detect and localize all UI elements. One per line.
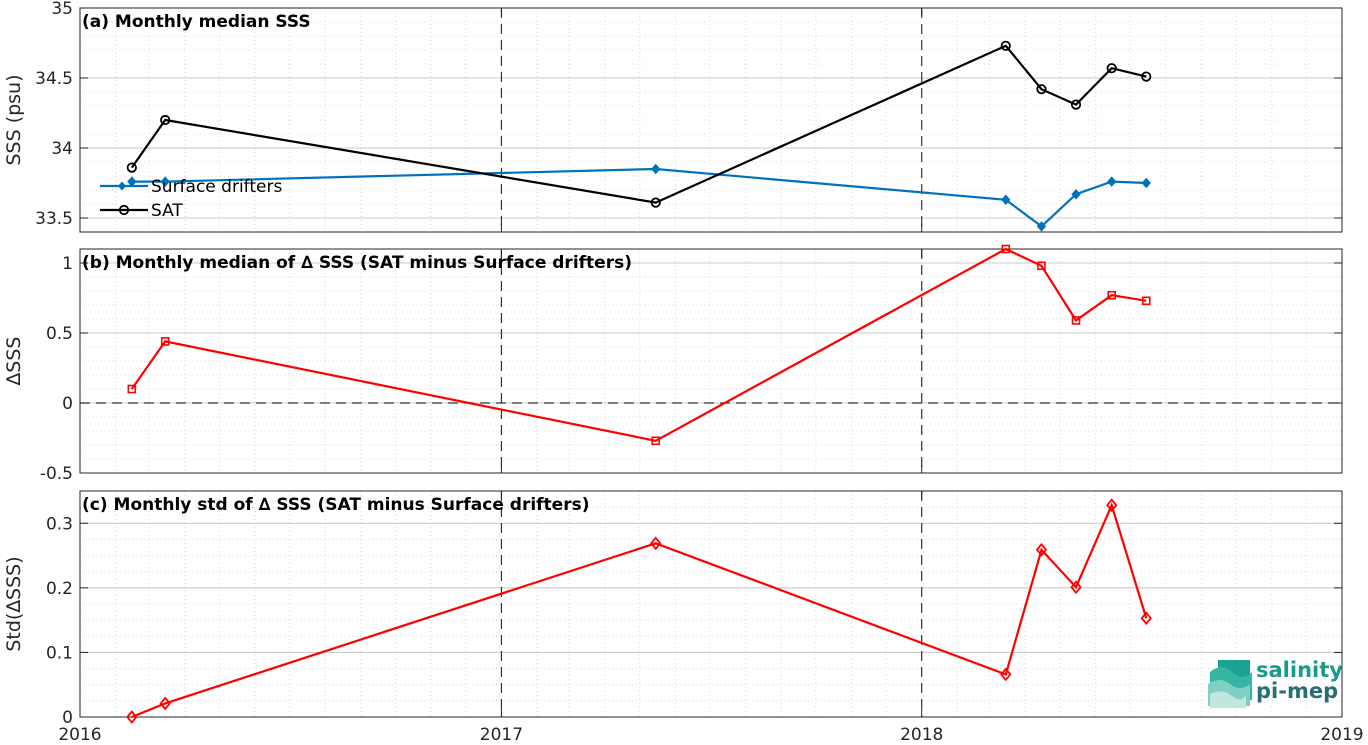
y-tick-label: 0.1: [46, 643, 73, 663]
series-1: [126, 40, 1152, 208]
panel-title: (a) Monthly median SSS: [82, 12, 311, 32]
x-tick-label: 2019: [1320, 725, 1363, 745]
data-point: [1106, 63, 1117, 74]
data-point: [1070, 99, 1082, 110]
panel-2: 0 0.1 0.2 0.3 2016 2017 2018 2019 Std(∆SSS) (c) M…: [3, 490, 1364, 745]
panel-1: -0.5 0 0.5 1 ∆SSS (b) Monthly median of ∆ SSS…: [3, 244, 1343, 484]
series-0: [127, 244, 1151, 446]
data-point: [1140, 611, 1152, 626]
data-point: [1036, 221, 1047, 232]
y-tick-label: 0.5: [46, 324, 73, 344]
data-point: [1037, 261, 1046, 271]
data-point: [1141, 71, 1152, 82]
logo-line-1: salinity: [1256, 658, 1343, 682]
panel-0: 33.5 34 34.5 35 SSS (psu) (a) Monthly median …: [3, 0, 1343, 233]
series-line: [131, 167, 1147, 228]
data-point: [1141, 177, 1151, 189]
data-point: [650, 197, 661, 208]
data-point: [1107, 290, 1117, 300]
data-point: [127, 176, 137, 187]
axes-box: [79, 7, 1343, 233]
axes-box: [79, 490, 1343, 718]
data-point: [650, 536, 662, 551]
x-tick-label: 2016: [58, 725, 101, 745]
data-point: [1141, 296, 1151, 306]
data-point: [126, 710, 138, 724]
x-tick-label: 2018: [900, 725, 943, 745]
data-point: [1106, 498, 1118, 513]
legend-label: SAT: [151, 201, 183, 221]
y-tick-label: 35: [51, 0, 73, 19]
y-tick-label: 0.3: [46, 514, 73, 534]
data-point: [1000, 40, 1011, 51]
y-tick-label: -0.5: [40, 464, 73, 484]
data-point: [1001, 244, 1011, 254]
y-tick-label: 1: [62, 254, 73, 274]
y-tick-label: 33.5: [35, 209, 73, 229]
data-point: [1036, 84, 1047, 95]
y-tick-label: 0.2: [46, 579, 73, 599]
y-tick-label: 34.5: [35, 69, 73, 89]
data-point: [1071, 316, 1081, 325]
data-point: [160, 176, 170, 187]
legend: Surface drifters SAT: [100, 177, 282, 221]
axes-box: [79, 248, 1343, 474]
y-axis-label: Std(∆SSS): [3, 556, 25, 651]
data-point: [1035, 542, 1048, 557]
series-line: [131, 502, 1148, 719]
data-point: [1071, 188, 1081, 200]
y-tick-label: 34: [51, 139, 73, 159]
data-point: [127, 384, 137, 394]
data-point: [126, 162, 137, 173]
y-tick-label: 0: [62, 394, 73, 414]
x-tick-label: 2017: [480, 725, 523, 745]
data-point: [159, 696, 171, 711]
logo-wave-icon: [1208, 660, 1252, 708]
logo-line-2: pi-mep: [1256, 679, 1338, 703]
legend-label: Surface drifters: [151, 177, 282, 197]
series-line: [130, 44, 1147, 204]
data-point: [651, 163, 661, 175]
series-0: [127, 163, 1151, 232]
salinity-pi-mep-logo: salinity pi-mep: [1208, 658, 1343, 708]
y-axis-label: ∆SSS: [3, 337, 25, 387]
data-point: [1001, 194, 1011, 206]
y-tick-label: 0: [62, 708, 73, 728]
data-point: [160, 337, 170, 346]
panels: 33.5 34 34.5 35 SSS (psu) (a) Monthly median …: [3, 0, 1364, 745]
data-point: [1107, 176, 1117, 187]
panel-title: (b) Monthly median of ∆ SSS (SAT minus S…: [82, 253, 632, 273]
series-line: [130, 247, 1147, 442]
series-0: [126, 498, 1152, 724]
panel-title: (c) Monthly std of ∆ SSS (SAT minus Surf…: [82, 495, 589, 515]
legend-marker: [118, 181, 126, 191]
data-point: [1000, 667, 1012, 682]
data-point: [1070, 580, 1082, 595]
data-point: [651, 436, 661, 446]
data-point: [160, 114, 171, 126]
y-axis-label: SSS (psu): [3, 74, 25, 165]
legend-marker: [118, 204, 130, 216]
